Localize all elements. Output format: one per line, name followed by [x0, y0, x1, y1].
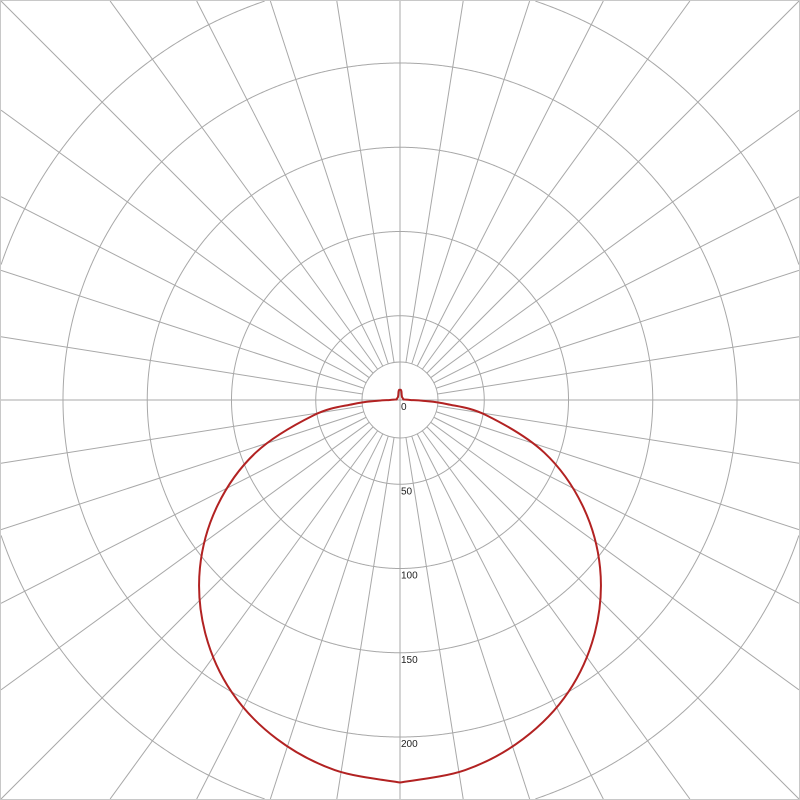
- tick-label-150: 150: [401, 655, 418, 666]
- spoke-63: [433, 416, 799, 604]
- spoke-315: [1, 426, 374, 799]
- spoke-333: [196, 433, 384, 799]
- spoke-135: [426, 1, 799, 374]
- spoke-144: [421, 1, 691, 370]
- spoke-54: [430, 421, 799, 691]
- spoke-99: [437, 336, 799, 395]
- spoke-189: [336, 1, 395, 363]
- spoke-351: [336, 437, 395, 799]
- spoke-297: [1, 416, 367, 604]
- tick-label-50: 50: [401, 486, 413, 497]
- spoke-306: [1, 421, 370, 691]
- tick-label-0: 0: [401, 402, 407, 413]
- spoke-324: [109, 430, 379, 799]
- spoke-252: [1, 269, 365, 389]
- spoke-261: [1, 336, 363, 395]
- spoke-117: [433, 196, 799, 384]
- tick-label-100: 100: [401, 571, 418, 582]
- spoke-225: [1, 1, 374, 374]
- intensity-curve: [198, 388, 602, 784]
- spoke-9: [405, 437, 464, 799]
- spoke-126: [430, 109, 799, 379]
- spoke-288: [1, 411, 365, 531]
- spoke-198: [269, 1, 389, 365]
- spoke-27: [416, 433, 604, 799]
- spoke-153: [416, 1, 604, 367]
- tick-label-200: 200: [401, 739, 418, 750]
- spoke-108: [435, 269, 799, 389]
- spoke-81: [437, 405, 799, 464]
- spoke-45: [426, 426, 799, 799]
- spoke-279: [1, 405, 363, 464]
- spoke-162: [411, 1, 531, 365]
- spoke-207: [196, 1, 384, 367]
- spoke-36: [421, 430, 691, 799]
- spoke-216: [109, 1, 379, 370]
- spoke-342: [269, 435, 389, 799]
- spoke-171: [405, 1, 464, 363]
- spoke-18: [411, 435, 531, 799]
- spoke-234: [1, 109, 370, 379]
- radial-tick-labels: 0 50 100 150 200: [401, 402, 418, 750]
- spoke-243: [1, 196, 367, 384]
- spoke-72: [435, 411, 799, 531]
